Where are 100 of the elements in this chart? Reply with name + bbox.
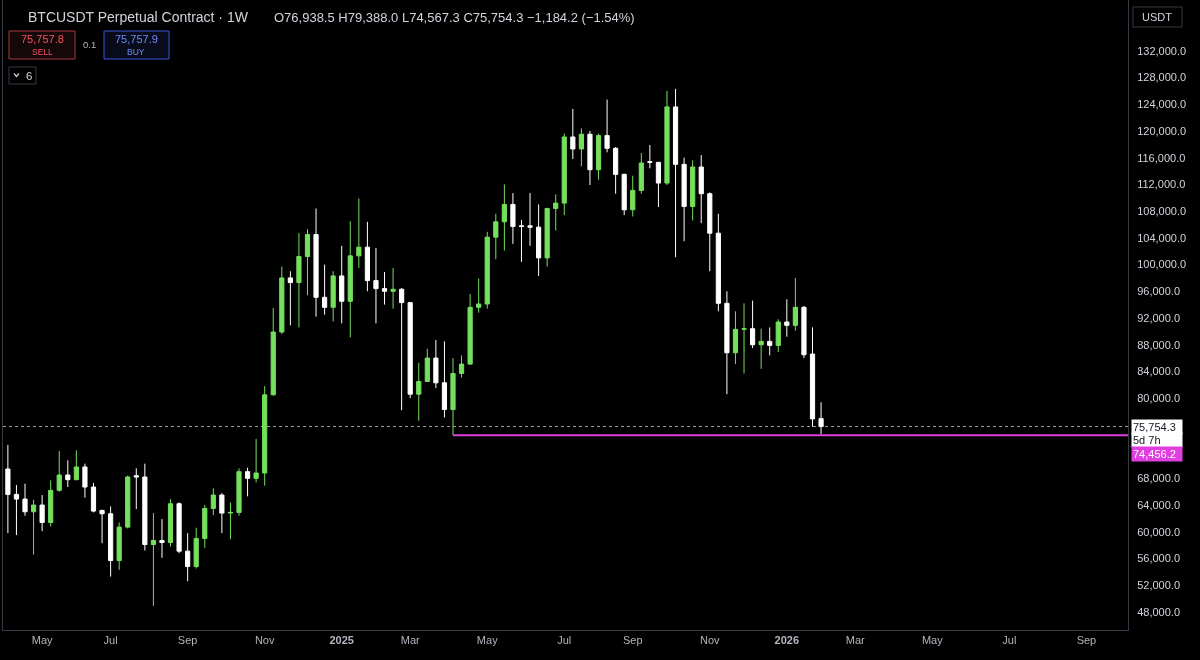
- annotation: SELL: [32, 47, 54, 57]
- candlestick: [99, 509, 105, 544]
- y-tick-label: 128,000.0: [1137, 71, 1187, 84]
- candlestick: [176, 501, 182, 554]
- y-tick-label: 52,000.0: [1137, 579, 1181, 592]
- candlestick: [339, 245, 345, 324]
- candlestick: [159, 518, 165, 559]
- candlestick: [707, 191, 713, 272]
- candlestick: [501, 183, 507, 252]
- candlestick: [724, 290, 730, 395]
- candlestick: [296, 232, 302, 328]
- y-tick-label: 48,000.0: [1137, 605, 1181, 618]
- candlestick: [253, 438, 259, 483]
- candlestick: [450, 357, 456, 436]
- candlestick: [775, 318, 781, 353]
- candlestick: [287, 270, 293, 326]
- candlestick: [732, 310, 739, 365]
- x-tick-label: Sep: [177, 634, 198, 647]
- annotation: 6: [26, 70, 33, 82]
- candlestick: [313, 207, 319, 318]
- candlestick: [90, 482, 97, 513]
- candlestick: [13, 484, 20, 536]
- candlestick: [476, 278, 482, 314]
- y-tick-label: 120,000.0: [1137, 124, 1187, 137]
- candlestick: [73, 449, 79, 481]
- candlestick: [527, 192, 533, 247]
- candlestick: [484, 231, 490, 310]
- candlestick: [672, 88, 679, 258]
- candlestick: [125, 475, 131, 529]
- candlestick: [613, 146, 619, 195]
- x-tick-label: 2025: [329, 634, 354, 647]
- y-tick-label: 60,000.0: [1137, 525, 1181, 538]
- x-tick-label: Mar: [845, 634, 866, 647]
- y-tick-label: 80,000.0: [1137, 392, 1181, 405]
- candlestick: [142, 463, 148, 551]
- candlestick: [381, 271, 388, 306]
- candlestick: [655, 161, 662, 208]
- candlestick: [304, 228, 311, 296]
- candlestick: [570, 108, 576, 160]
- candlestick: [647, 144, 653, 169]
- x-tick-label: May: [921, 634, 944, 647]
- candlestick: [544, 207, 550, 268]
- candlestick: [48, 479, 54, 527]
- candlestick: [262, 385, 268, 487]
- candlestick: [244, 467, 251, 497]
- y-tick-label: 112,000.0: [1137, 178, 1186, 191]
- candlestick: [510, 192, 516, 245]
- y-tick-label: 56,000.0: [1137, 552, 1181, 565]
- candlestick: [433, 339, 439, 389]
- candlestick: [467, 293, 473, 366]
- candlestick: [193, 527, 199, 570]
- candlestick: [279, 266, 285, 335]
- candlestick: [536, 203, 542, 277]
- y-tick-label: 100,000.0: [1137, 258, 1187, 271]
- candlestick: [133, 467, 139, 510]
- candlestick: [82, 463, 88, 499]
- annotation: 0.1: [83, 39, 97, 50]
- candlestick: [30, 499, 37, 556]
- annotation: 74,456.2: [1133, 448, 1176, 460]
- x-tick-label: Nov: [700, 634, 721, 647]
- candlestick: [441, 340, 448, 419]
- candlestick: [595, 133, 602, 181]
- candlestick: [818, 401, 824, 435]
- candlestick: [518, 219, 525, 263]
- y-tick-label: 104,000.0: [1137, 231, 1187, 244]
- x-tick-label: May: [476, 634, 499, 647]
- candlestick: [219, 492, 225, 534]
- x-tick-label: 2026: [774, 634, 800, 647]
- x-tick-label: Jul: [1002, 634, 1017, 647]
- candlestick: [690, 159, 696, 221]
- candlestick: [39, 494, 45, 532]
- x-tick-label: Sep: [1076, 634, 1097, 647]
- candlestick: [322, 264, 328, 316]
- candlestick: [356, 197, 362, 269]
- y-tick-label: 84,000.0: [1137, 365, 1181, 378]
- candlestick: [698, 154, 704, 224]
- candlestick: [227, 501, 234, 540]
- y-tick-label: 92,000.0: [1137, 311, 1181, 324]
- x-tick-label: Mar: [400, 634, 420, 647]
- candlestick: [664, 90, 670, 186]
- x-tick-label: Jul: [557, 634, 572, 647]
- candlestick: [801, 305, 807, 359]
- candlestick: [681, 157, 687, 242]
- x-tick-label: Nov: [254, 634, 275, 647]
- candlestick: [458, 354, 465, 378]
- annotation: BUY: [127, 47, 145, 57]
- candlestick: [5, 444, 11, 534]
- candlestick: [809, 326, 816, 428]
- candlestick: [108, 505, 114, 578]
- candlestick: [630, 175, 636, 217]
- x-tick-label: May: [31, 634, 54, 647]
- candlestick: [424, 348, 430, 383]
- y-tick-label: 64,000.0: [1137, 498, 1181, 511]
- candlestick: [621, 173, 627, 216]
- candlestick: [364, 221, 370, 292]
- candlestick: [715, 213, 721, 312]
- annotation: 75,757.8: [21, 33, 64, 45]
- candlestick: [150, 512, 156, 607]
- candlestick: [65, 459, 71, 488]
- annotation: 75,757.9: [115, 33, 158, 45]
